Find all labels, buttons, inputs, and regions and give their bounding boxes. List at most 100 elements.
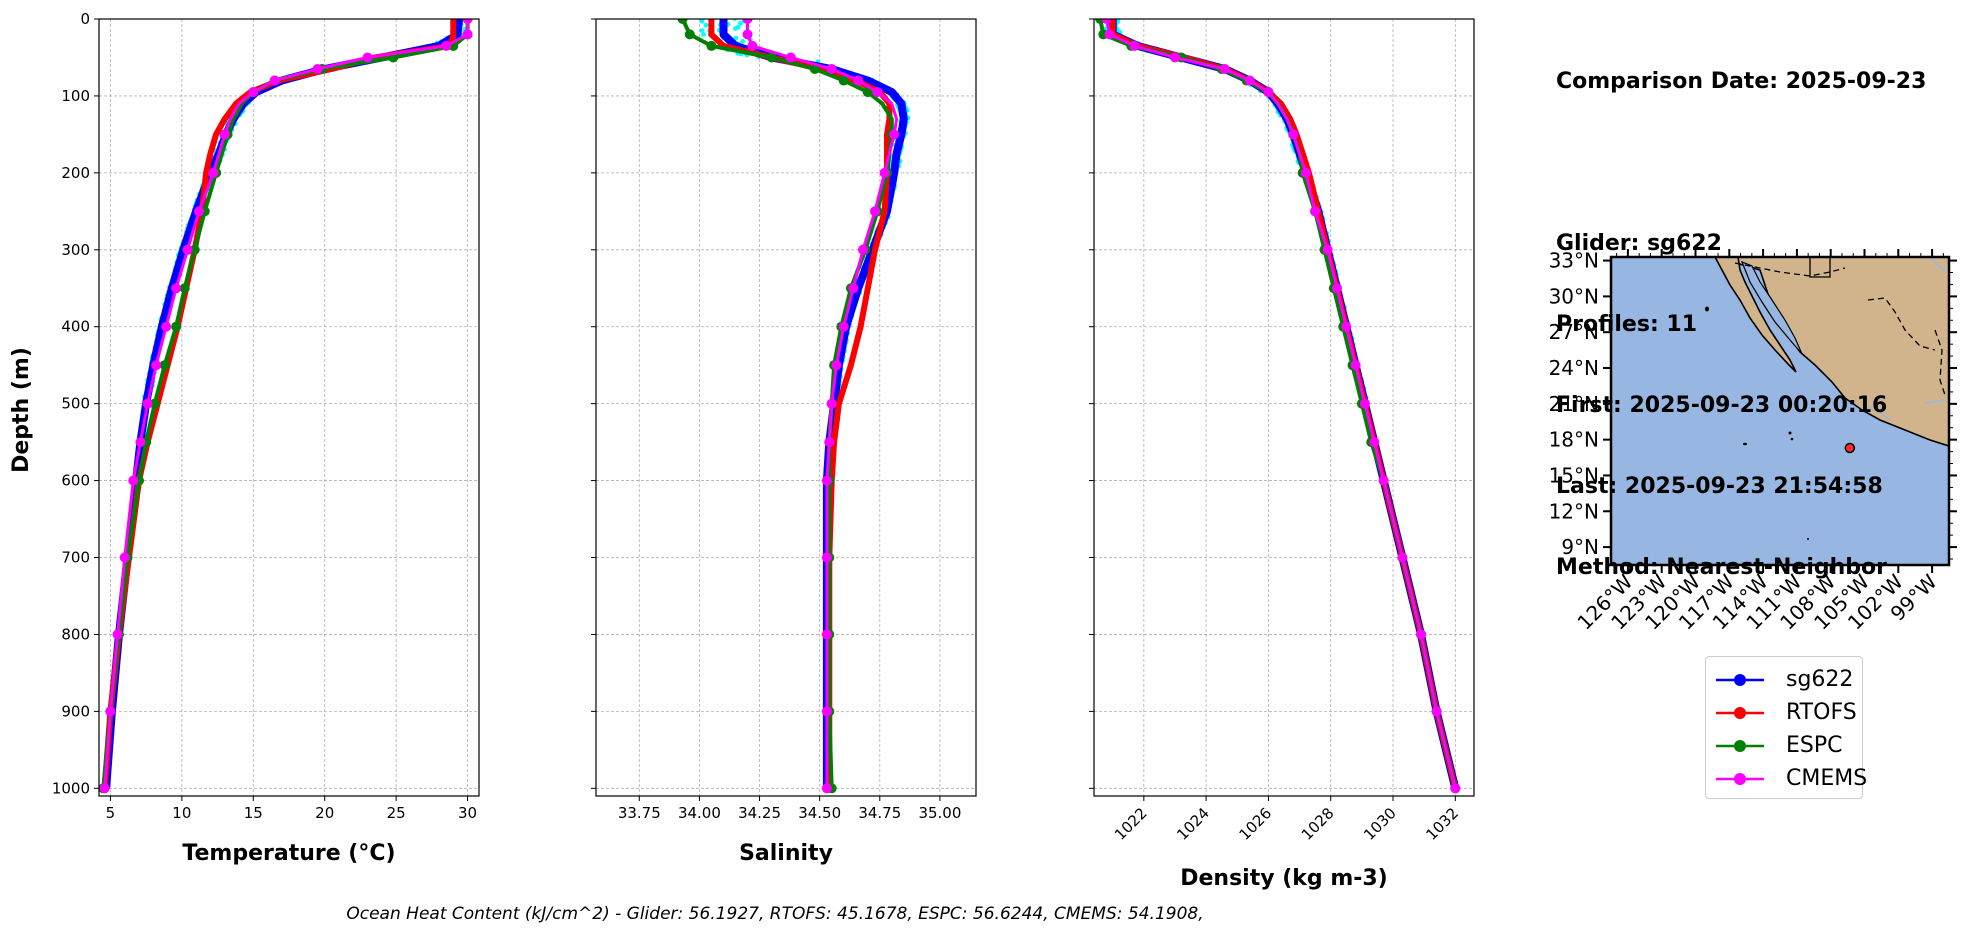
map-lat-label: 33°N bbox=[1549, 249, 1599, 273]
series-point-cmems bbox=[1310, 206, 1321, 217]
series-point-cmems bbox=[462, 29, 473, 40]
series-point-cmems bbox=[857, 244, 868, 255]
series-point-cmems bbox=[824, 437, 835, 448]
island bbox=[1807, 538, 1809, 540]
series-point-cmems bbox=[1263, 87, 1274, 98]
map-lat-label: 12°N bbox=[1549, 499, 1599, 523]
series-point-cmems bbox=[1350, 360, 1361, 371]
series-point-cmems bbox=[112, 629, 123, 640]
series-point-espc bbox=[149, 398, 160, 409]
series-point-cmems bbox=[821, 475, 832, 486]
island bbox=[1790, 437, 1794, 441]
series-group bbox=[1095, 19, 1461, 794]
glider-raw-point bbox=[701, 31, 706, 37]
series-point-espc bbox=[862, 87, 873, 98]
map-lat-label: 30°N bbox=[1549, 284, 1599, 308]
series-point-cmems bbox=[1300, 167, 1311, 178]
series-point-espc bbox=[159, 360, 170, 371]
legend-item-sg622: sg622 bbox=[1716, 665, 1856, 695]
y-tick-label: 400 bbox=[61, 318, 90, 336]
series-point-espc bbox=[838, 75, 849, 86]
y-tick-label: 700 bbox=[61, 549, 90, 567]
series-point-cmems bbox=[208, 167, 219, 178]
series-point-cmems bbox=[1416, 629, 1427, 640]
series-point-cmems bbox=[462, 19, 473, 24]
first-time: First: 2025-09-23 00:20:16 bbox=[1556, 393, 1888, 418]
river bbox=[1864, 404, 1891, 421]
density-panel: 1022 1024 1026 1028 1030 1032 bbox=[1089, 18, 1475, 844]
series-point-cmems bbox=[135, 437, 146, 448]
series-point-cmems bbox=[182, 244, 193, 255]
map-lat-label: 9°N bbox=[1561, 535, 1599, 559]
map-lat-label: 15°N bbox=[1549, 463, 1599, 487]
glider-name: Glider: sg622 bbox=[1556, 231, 1722, 256]
series-point-cmems bbox=[826, 64, 837, 75]
glider-raw-point bbox=[733, 26, 738, 31]
series-point-cmems bbox=[848, 283, 859, 294]
x-tick-label: 1022 bbox=[1111, 804, 1151, 844]
y-tick-label: 600 bbox=[61, 472, 90, 490]
series-point-espc bbox=[766, 52, 777, 63]
x-tick-label: 34.25 bbox=[738, 804, 781, 822]
series-point-cmems bbox=[362, 52, 373, 63]
x-tick-label: 25 bbox=[387, 804, 406, 822]
series-point-cmems bbox=[831, 360, 842, 371]
series-point-cmems bbox=[1431, 706, 1442, 717]
x-tick-label: 15 bbox=[244, 804, 263, 822]
ohc-footer: Ocean Heat Content (kJ/cm^2) - Glider: 5… bbox=[346, 904, 1204, 924]
series-point-cmems bbox=[821, 706, 832, 717]
temperature-axis-label: Temperature (°C) bbox=[182, 841, 395, 866]
info-spacer bbox=[1556, 149, 1926, 176]
island bbox=[1705, 306, 1709, 312]
island bbox=[1788, 431, 1792, 435]
series-point-cmems bbox=[171, 283, 182, 294]
depth-axis-label: Depth (m) bbox=[9, 347, 34, 473]
y-tick-label: 1000 bbox=[52, 779, 90, 797]
legend-label: ESPC bbox=[1786, 733, 1843, 758]
series-point-cmems bbox=[219, 129, 230, 140]
series-point-cmems bbox=[194, 206, 204, 217]
x-tick-label: 30 bbox=[458, 804, 477, 822]
legend-label: RTOFS bbox=[1786, 700, 1857, 725]
series-point-cmems bbox=[142, 398, 153, 409]
series-point-cmems bbox=[1288, 129, 1299, 140]
series-point-cmems bbox=[99, 783, 110, 794]
series-line-cmems bbox=[1105, 19, 1457, 789]
profiles-count: Profiles: 11 bbox=[1556, 312, 1698, 337]
glider-raw-point bbox=[699, 28, 705, 34]
map-frame bbox=[1609, 255, 1951, 567]
x-tick-label: 33.75 bbox=[618, 804, 661, 822]
series-point-cmems bbox=[1104, 29, 1115, 40]
series-point-cmems bbox=[1129, 40, 1140, 51]
series-point-cmems bbox=[869, 206, 880, 217]
last-time: Last: 2025-09-23 21:54:58 bbox=[1556, 474, 1883, 499]
y-tick-label: 800 bbox=[61, 625, 90, 643]
y-tick-label: 300 bbox=[61, 241, 90, 259]
series-point-cmems bbox=[826, 398, 837, 409]
series-point-cmems bbox=[151, 360, 162, 371]
series-point-cmems bbox=[742, 29, 753, 40]
legend-swatch-rtofs bbox=[1716, 707, 1764, 719]
state-border bbox=[1809, 257, 1831, 278]
series-point-cmems bbox=[853, 75, 864, 86]
series-point-cmems bbox=[105, 706, 116, 717]
density-axis-label: Density (kg m-3) bbox=[1180, 866, 1388, 891]
x-tick-label: 20 bbox=[315, 804, 334, 822]
series-point-espc bbox=[684, 29, 695, 40]
us-mexico-border bbox=[1734, 262, 1846, 277]
series-point-cmems bbox=[1378, 475, 1389, 486]
series-line-espc bbox=[101, 19, 470, 789]
series-point-cmems bbox=[889, 129, 900, 140]
series-point-cmems bbox=[1450, 783, 1461, 794]
series-line-cmems bbox=[103, 19, 470, 789]
series-point-cmems bbox=[742, 19, 753, 24]
legend-item-cmems: CMEMS bbox=[1716, 764, 1867, 794]
legend-label: CMEMS bbox=[1786, 766, 1868, 791]
series-point-cmems bbox=[119, 552, 130, 563]
x-tick-label: 34.50 bbox=[798, 804, 841, 822]
temperature-panel: 0 100 200 300 400 500 600 700 800 900 1000 5 10 15 20 2… bbox=[52, 10, 480, 822]
series-point-cmems bbox=[161, 321, 172, 332]
series-point-espc bbox=[706, 40, 717, 51]
salinity-panel: 33.75 34.00 34.25 34.50 34.75 35.00 bbox=[591, 18, 977, 822]
x-tick-label: 1028 bbox=[1298, 804, 1338, 844]
